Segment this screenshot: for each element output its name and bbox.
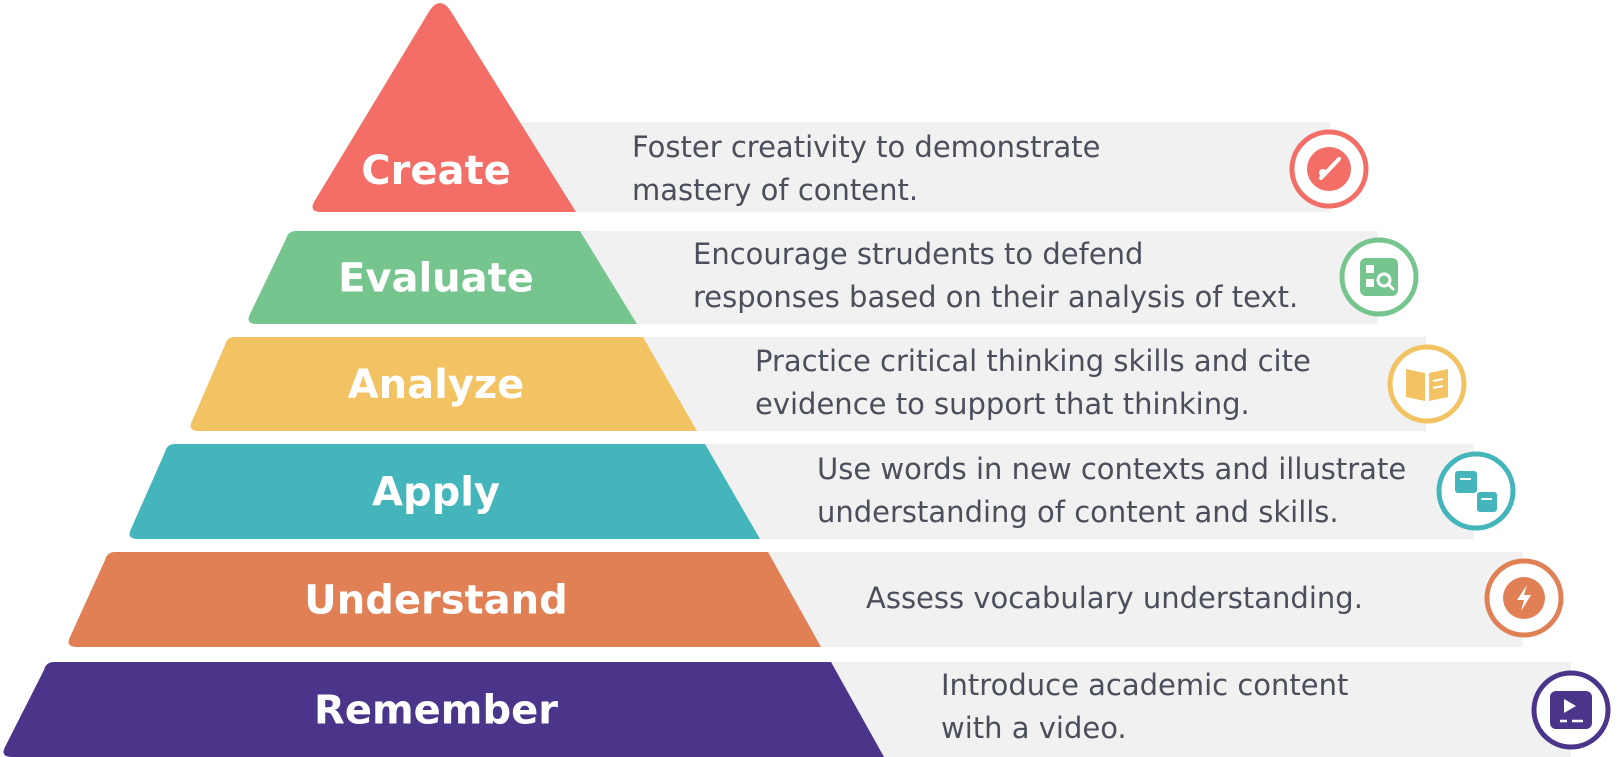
pyramid-tiers — [3, 3, 884, 757]
description-bands — [516, 122, 1571, 757]
description-line: Encourage strudents to defend — [693, 237, 1144, 271]
tier-understand — [68, 552, 821, 647]
description-remember: Introduce academic content with a video. — [941, 664, 1348, 750]
description-understand: Assess vocabulary understanding. — [866, 577, 1363, 620]
tier-apply — [129, 444, 760, 539]
band-analyze — [637, 337, 1426, 431]
tier-icons — [1289, 129, 1611, 750]
lightning-icon — [1484, 558, 1564, 638]
description-line: Foster creativity to demonstrate — [632, 130, 1101, 164]
tier-label-analyze: Analyze — [348, 362, 525, 408]
pencil-icon — [1289, 129, 1369, 209]
description-line: Assess vocabulary understanding. — [866, 581, 1363, 615]
description-line: with a video. — [941, 711, 1127, 745]
description-line: Practice critical thinking skills and ci… — [755, 344, 1311, 378]
tier-label-evaluate: Evaluate — [338, 256, 534, 302]
magnifier-icon — [1339, 237, 1419, 317]
open-book-icon — [1387, 344, 1467, 424]
band-apply — [700, 444, 1474, 539]
video-play-icon — [1531, 670, 1611, 750]
tier-analyze — [190, 337, 697, 431]
tier-label-create: Create — [361, 148, 510, 194]
tier-label-apply: Apply — [372, 470, 500, 516]
tier-create — [312, 3, 576, 212]
tier-label-understand: Understand — [304, 578, 567, 624]
description-line: evidence to support that thinking. — [755, 387, 1250, 421]
description-apply: Use words in new contexts and illustrate… — [817, 448, 1406, 534]
tier-label-remember: Remember — [314, 688, 558, 734]
description-line: responses based on their analysis of tex… — [693, 280, 1299, 314]
description-line: Use words in new contexts and illustrate — [817, 452, 1407, 486]
band-remember — [824, 662, 1571, 757]
description-line: mastery of content. — [632, 173, 919, 207]
cards-icon — [1436, 451, 1516, 531]
tier-evaluate — [248, 231, 637, 324]
band-evaluate — [577, 231, 1378, 324]
band-create — [516, 122, 1330, 212]
band-understand — [761, 552, 1523, 647]
tier-labels: Create Evaluate Analyze Apply Understand Reme… — [304, 148, 567, 734]
description-line: Introduce academic content — [941, 668, 1349, 702]
description-line: understanding of content and skills. — [817, 495, 1339, 529]
tier-remember — [3, 662, 884, 757]
description-evaluate: Encourage strudents to defend responses b… — [693, 233, 1298, 319]
description-analyze: Practice critical thinking skills and ci… — [755, 340, 1311, 426]
description-create: Foster creativity to demonstrate mastery … — [632, 126, 1100, 212]
